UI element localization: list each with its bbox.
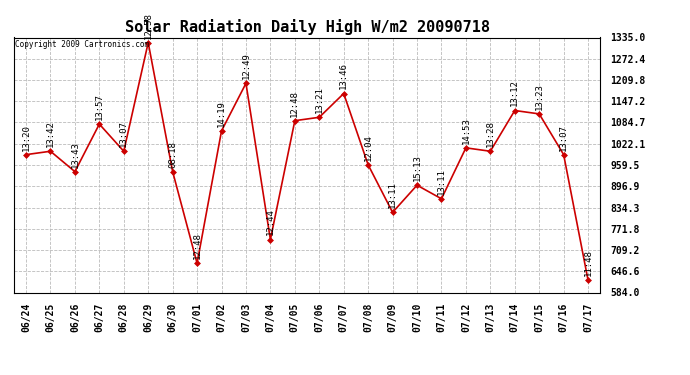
Text: 13:28: 13:28 [486, 120, 495, 147]
Title: Solar Radiation Daily High W/m2 20090718: Solar Radiation Daily High W/m2 20090718 [125, 19, 489, 35]
Text: 13:42: 13:42 [46, 120, 55, 147]
Text: Copyright 2009 Cartronics.com: Copyright 2009 Cartronics.com [15, 40, 149, 49]
Text: 13:07: 13:07 [119, 120, 128, 147]
Text: 14:53: 14:53 [462, 117, 471, 144]
Text: 08:18: 08:18 [168, 141, 177, 168]
Text: 13:20: 13:20 [21, 124, 30, 151]
Text: 12:48: 12:48 [193, 232, 201, 259]
Text: 12:04: 12:04 [364, 134, 373, 161]
Text: 13:11: 13:11 [437, 168, 446, 195]
Text: 12:44: 12:44 [266, 209, 275, 236]
Text: 13:11: 13:11 [388, 182, 397, 208]
Text: 13:57: 13:57 [95, 93, 103, 120]
Text: 13:46: 13:46 [339, 63, 348, 90]
Text: 12:48: 12:48 [290, 90, 299, 117]
Text: 12:49: 12:49 [241, 53, 250, 79]
Text: 14:19: 14:19 [217, 100, 226, 127]
Text: 13:12: 13:12 [511, 80, 520, 106]
Text: 13:21: 13:21 [315, 86, 324, 113]
Text: 13:43: 13:43 [70, 141, 79, 168]
Text: 12:58: 12:58 [144, 12, 152, 39]
Text: 13:07: 13:07 [559, 124, 568, 151]
Text: 13:23: 13:23 [535, 83, 544, 110]
Text: 11:48: 11:48 [584, 249, 593, 276]
Text: 15:13: 15:13 [413, 154, 422, 181]
